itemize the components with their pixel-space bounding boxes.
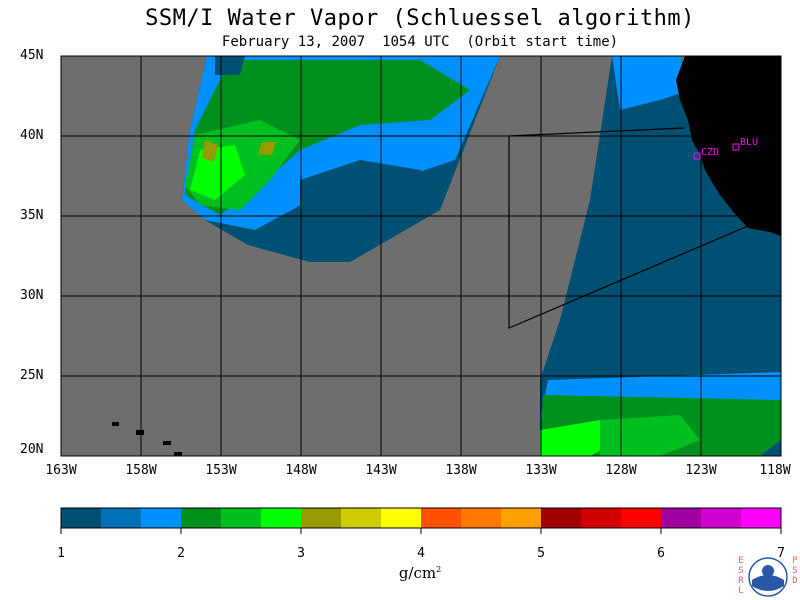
island-hawaii (174, 452, 182, 456)
colorbar-swatch (581, 508, 622, 528)
west-swath-olive (202, 140, 218, 162)
station-blu-marker (732, 143, 740, 151)
lon-label-143w: 143W (365, 463, 397, 478)
colorbar-label-5: 5 (537, 546, 545, 561)
lon-label-128w: 128W (605, 463, 637, 478)
colorbar-swatch (301, 508, 342, 528)
lat-label-45n: 45N (20, 48, 44, 63)
colorbar-swatch (621, 508, 662, 528)
colorbar-label-4: 4 (417, 546, 425, 561)
colorbar-swatch (661, 508, 702, 528)
colorbar-swatch (701, 508, 742, 528)
colorbar (61, 508, 782, 528)
lon-label-148w: 148W (285, 463, 317, 478)
colorbar-label-7: 7 (777, 546, 785, 561)
psd-letter: S (792, 566, 798, 576)
lon-label-153w: 153W (205, 463, 237, 478)
colorbar-ticks (60, 528, 782, 534)
colorbar-swatch (421, 508, 462, 528)
lat-label-25n: 25N (20, 368, 44, 383)
colorbar-swatch (381, 508, 422, 528)
units-superscript: 2 (436, 565, 442, 574)
lat-label-20n: 20N (20, 442, 44, 457)
colorbar-label-3: 3 (297, 546, 305, 561)
station-czd-label: CZD (701, 147, 720, 158)
noaa-logo-icon (748, 557, 788, 597)
east-swath-bright (600, 415, 700, 456)
lat-label-40n: 40N (20, 128, 44, 143)
colorbar-swatch (461, 508, 502, 528)
colorbar-label-2: 2 (177, 546, 185, 561)
esrl-letter: S (738, 566, 744, 576)
west-swath-dark-band (300, 160, 440, 225)
colorbar-swatch (341, 508, 382, 528)
colorbar-swatch (261, 508, 302, 528)
lat-label-30n: 30N (20, 288, 44, 303)
map-subtitle: February 13, 2007 1054 UTC (Orbit start … (221, 34, 619, 50)
station-czd-marker (693, 152, 701, 160)
psd-vertical-text: P S D (790, 556, 800, 586)
esrl-letter: E (738, 556, 744, 566)
colorbar-swatch (101, 508, 142, 528)
lon-label-123w: 123W (685, 463, 717, 478)
map-title: SSM/I Water Vapor (Schluessel algorithm) (145, 6, 695, 31)
lon-label-158w: 158W (125, 463, 157, 478)
colorbar-swatch (541, 508, 582, 528)
island-oahu (136, 430, 144, 435)
esrl-vertical-text: E S R L (736, 556, 746, 596)
colorbar-swatch (181, 508, 222, 528)
island-kauai (112, 422, 119, 426)
analysis-region-outline (508, 127, 749, 329)
lon-label-133w: 133W (525, 463, 557, 478)
hawaiian-islands (112, 422, 182, 456)
map-frame (60, 55, 782, 457)
psd-letter: P (792, 556, 798, 566)
east-swath-mid-top (612, 56, 690, 110)
lat-label-35n: 35N (20, 208, 44, 223)
lon-label-138w: 138W (445, 463, 477, 478)
psd-letter: D (792, 576, 798, 586)
lon-label-118w: 118W (759, 463, 791, 478)
west-swath-dark-top (215, 56, 245, 75)
lon-label-163w: 163W (45, 463, 77, 478)
colorbar-swatch (141, 508, 182, 528)
east-swath-dark (540, 56, 781, 456)
units-main: g/cm (398, 564, 437, 582)
western-swath (182, 56, 500, 262)
west-swath-olive-2 (258, 142, 276, 155)
map-grid (61, 56, 781, 456)
station-blu-label: BLU (740, 137, 759, 148)
colorbar-label-6: 6 (657, 546, 665, 561)
esrl-letter: R (738, 576, 744, 586)
eastern-swath (540, 56, 781, 456)
colorbar-swatch (741, 508, 782, 528)
colorbar-swatch (221, 508, 262, 528)
colorbar-swatch (61, 508, 102, 528)
esrl-letter: L (738, 586, 744, 596)
colorbar-label-1: 1 (57, 546, 65, 561)
colorbar-swatch (501, 508, 542, 528)
island-maui (163, 441, 171, 445)
colorbar-units: g/cm2 (380, 564, 460, 582)
north-america-land (676, 56, 781, 236)
west-swath-lime (190, 145, 245, 200)
